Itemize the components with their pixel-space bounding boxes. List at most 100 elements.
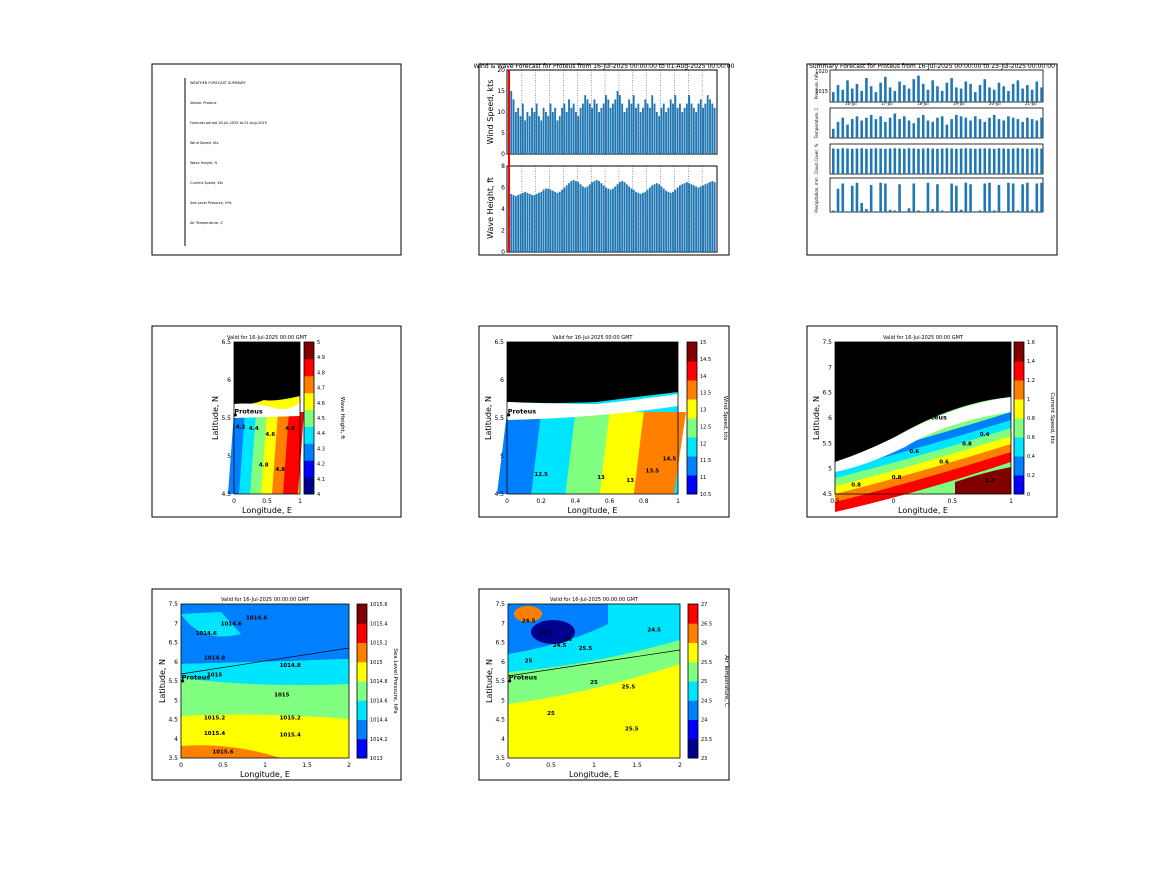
y-tick-label: 7	[174, 620, 178, 627]
colorbar-segment	[357, 604, 367, 624]
y-tick-label: 5.5	[221, 415, 231, 422]
vessel-track	[180, 647, 350, 675]
wind-bar	[683, 107, 686, 154]
contour-label: 25	[547, 711, 555, 717]
wave-bar	[561, 189, 564, 252]
y-tick-label: 4.5	[168, 717, 178, 724]
colorbar-tick: 13.5	[700, 391, 711, 397]
wind-bar	[676, 107, 679, 154]
colorbar-tick: 23.5	[701, 737, 712, 743]
summary-date-label: 19-Jul	[953, 101, 965, 106]
contour-label: 0.6	[909, 449, 919, 455]
wave-bar	[688, 183, 691, 252]
contour-label: 26	[564, 637, 572, 643]
y-tick-label: 5	[500, 453, 504, 460]
contour-band	[531, 620, 575, 644]
summary-bar	[1040, 148, 1043, 174]
contour-label: 25	[590, 680, 598, 686]
colorbar-segment	[687, 361, 697, 381]
summary-bar	[921, 114, 925, 138]
wave-bar	[524, 191, 527, 252]
wave-bar	[699, 186, 702, 253]
wave-bar	[514, 196, 517, 252]
wind-bar	[612, 103, 614, 154]
contour-label: 0.8	[962, 441, 972, 447]
map-axes	[507, 603, 681, 759]
colorbar-segment	[1014, 437, 1024, 457]
colorbar-segment	[687, 437, 697, 457]
wind-bar	[669, 99, 672, 154]
colorbar-tick: 10.5	[700, 492, 711, 498]
y-tick-label: 5	[501, 697, 505, 704]
map-title: Valid for 16-Jul-2025 00:00:00 GMT	[550, 597, 639, 603]
wind-bar	[554, 107, 557, 154]
report-line: WEATHER FORECAST SUMMARY	[190, 81, 246, 85]
colorbar-tick: 4.6	[317, 401, 325, 407]
summary-bar	[978, 119, 982, 138]
wind-bar	[702, 107, 704, 154]
wave-bar	[602, 185, 605, 252]
summary-bar	[893, 210, 897, 212]
colorbar-segment	[687, 342, 697, 362]
summary-bar	[846, 211, 849, 212]
colorbar-segment	[304, 460, 314, 478]
wave-bar	[690, 184, 693, 252]
summary-bar	[974, 116, 977, 138]
contour-band	[835, 436, 1011, 496]
vessel-label: Proteus	[509, 674, 538, 682]
summary-bar	[959, 116, 963, 138]
land-mask	[507, 342, 678, 403]
wave-bar	[512, 195, 515, 253]
wave-bar	[556, 192, 559, 253]
summary-bar	[860, 90, 863, 102]
contour-label: 1015.2	[204, 716, 225, 722]
wave-bar	[531, 195, 533, 253]
wind-bar	[711, 103, 714, 154]
summary-bar	[926, 148, 930, 174]
vessel-marker	[233, 413, 237, 417]
contour-label: 4.6	[285, 426, 295, 432]
summary-bar	[907, 208, 911, 212]
colorbar-frame	[1013, 341, 1025, 495]
y-tick-label: 4.5	[822, 491, 832, 498]
colorbar-tick: 5	[317, 340, 320, 346]
colorbar-tick: 1014.6	[370, 698, 388, 704]
y-tick-label: 5.5	[495, 678, 505, 685]
report-text-block: WEATHER FORECAST SUMMARY Vessel: Proteus F…	[190, 81, 267, 225]
report-line: Wave Height, ft	[190, 161, 218, 165]
wind-bar	[704, 103, 707, 154]
contour-label: 4.8	[275, 467, 285, 473]
wave-bar	[519, 193, 522, 252]
wave-bar	[609, 189, 612, 252]
summary-bar	[912, 183, 916, 212]
wind-bar	[609, 107, 612, 154]
wind-bar	[547, 116, 550, 154]
contour-label: 24.5	[539, 631, 553, 637]
wave-bar	[697, 187, 700, 252]
y-tick-label: 6.5	[495, 640, 505, 647]
wind-bar	[646, 103, 649, 154]
current-map-panel: Proteus 0.6 0.8 0.6 0.4 0.8 0.8 1.2 0 0.2 0.4 0.6 0.…	[806, 325, 1058, 518]
vessel-label: Proteus	[234, 407, 263, 415]
summary-bar	[1007, 116, 1010, 138]
wind-bar	[561, 107, 564, 154]
x-tick-label: 0.2	[536, 498, 546, 505]
summary-title: Summary Forecast for Proteus from 16-Jul…	[809, 63, 1055, 70]
map-title: Valid for 16-Jul-2025 00:00 GMT	[227, 335, 308, 341]
summary-bar	[884, 76, 887, 102]
summary-bar	[1030, 148, 1034, 174]
colorbar-tick: 0.6	[1027, 435, 1035, 441]
wind-bar	[706, 95, 709, 154]
wave-bar	[547, 188, 550, 252]
colorbar-tick: 26	[701, 641, 707, 647]
summary-bar	[860, 148, 863, 174]
x-tick-label: 0	[505, 498, 509, 505]
summary-bar	[1021, 121, 1024, 138]
contour-label: 25	[525, 659, 533, 665]
summary-bar	[1021, 88, 1024, 102]
summary-bar	[1002, 148, 1005, 174]
summary-bar	[936, 86, 939, 102]
summary-bar	[865, 209, 868, 212]
report-line: Wind Speed, Kts	[190, 141, 219, 145]
